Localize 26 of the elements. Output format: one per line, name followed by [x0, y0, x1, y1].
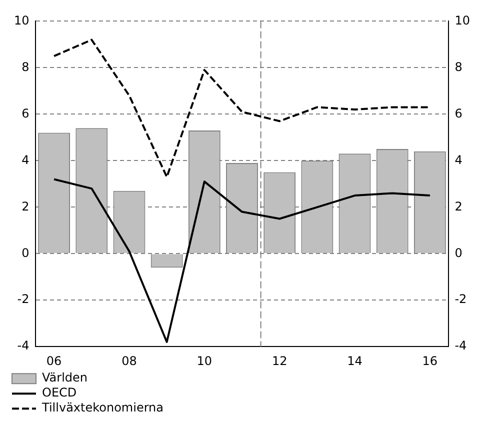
- x-tick-label: 16: [422, 354, 438, 368]
- legend-label: Världen: [42, 370, 88, 385]
- y2-tick-label: 8: [454, 60, 462, 74]
- y-tick-label: 8: [22, 60, 30, 74]
- x-tick-label: 06: [46, 354, 62, 368]
- y2-tick-label: -4: [454, 338, 467, 353]
- y-tick-label: 4: [22, 152, 30, 167]
- x-tick-label: 10: [196, 354, 212, 368]
- y2-tick-label: 4: [454, 152, 462, 167]
- line-series: [53, 38, 431, 178]
- y2-tick-label: 6: [454, 106, 462, 120]
- legend-label: OECD: [42, 386, 77, 400]
- x-tick-label: 14: [347, 354, 362, 368]
- legend-label: Tillväxtekonomierna: [41, 400, 164, 415]
- y2-tick-label: 2: [454, 199, 462, 214]
- y2-tick-label: -2: [454, 292, 467, 306]
- y2-tick-label: 10: [454, 13, 470, 28]
- x-tick-label: 08: [122, 354, 137, 368]
- y-tick-label: -2: [17, 292, 30, 306]
- x-tick-label: 12: [272, 354, 288, 368]
- y-tick-label: 6: [22, 106, 30, 120]
- y-tick-label: 0: [22, 246, 30, 260]
- y-tick-label: -4: [17, 338, 30, 353]
- y-tick-label: 2: [22, 199, 30, 214]
- y2-tick-label: 0: [454, 246, 462, 260]
- y-tick-label: 10: [14, 13, 30, 28]
